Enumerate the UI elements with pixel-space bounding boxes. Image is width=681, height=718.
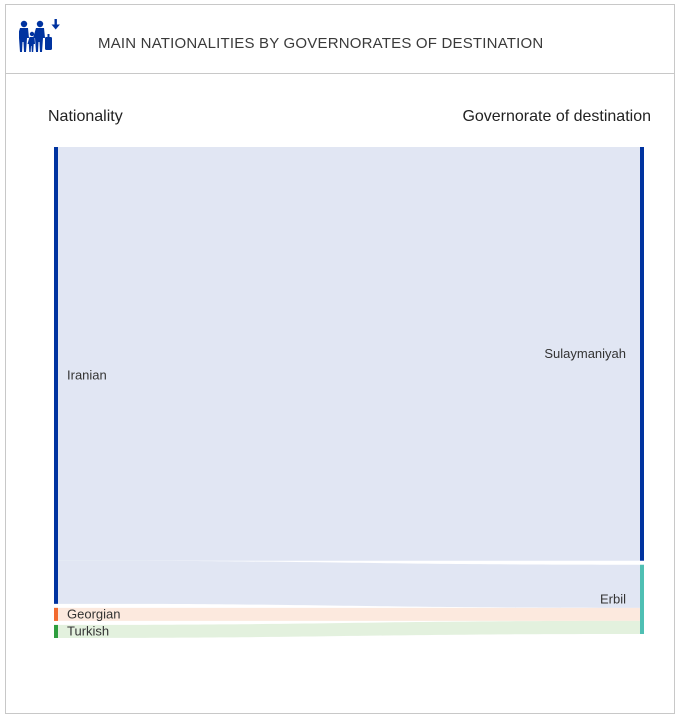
link-iranian-to-sulaymaniyah — [58, 147, 640, 561]
link-iranian-to-erbil — [58, 560, 640, 608]
link-turkish-to-erbil — [58, 620, 640, 638]
label-turkish: Turkish — [67, 623, 109, 638]
node-turkish — [54, 624, 58, 638]
sankey-links — [58, 147, 640, 638]
node-iranian — [54, 147, 58, 604]
node-erbil — [640, 564, 644, 634]
label-sulaymaniyah: Sulaymaniyah — [544, 346, 626, 361]
sankey-labels: Iranian Georgian Turkish Sulaymaniyah Erbil — [67, 346, 626, 639]
left-axis-label: Nationality — [48, 108, 123, 125]
migrant-family-icon — [17, 19, 61, 55]
node-georgian — [54, 607, 58, 621]
link-georgian-to-erbil — [58, 607, 640, 621]
sankey-nodes — [54, 147, 644, 638]
panel-header: MAIN NATIONALITIES BY GOVERNORATES OF DE… — [6, 5, 674, 74]
label-georgian: Georgian — [67, 606, 120, 621]
chart-title: MAIN NATIONALITIES BY GOVERNORATES OF DE… — [98, 35, 544, 52]
label-iranian: Iranian — [67, 367, 107, 382]
right-axis-label: Governorate of destination — [462, 108, 651, 125]
label-erbil: Erbil — [600, 591, 626, 606]
node-sulaymaniyah — [640, 147, 644, 561]
